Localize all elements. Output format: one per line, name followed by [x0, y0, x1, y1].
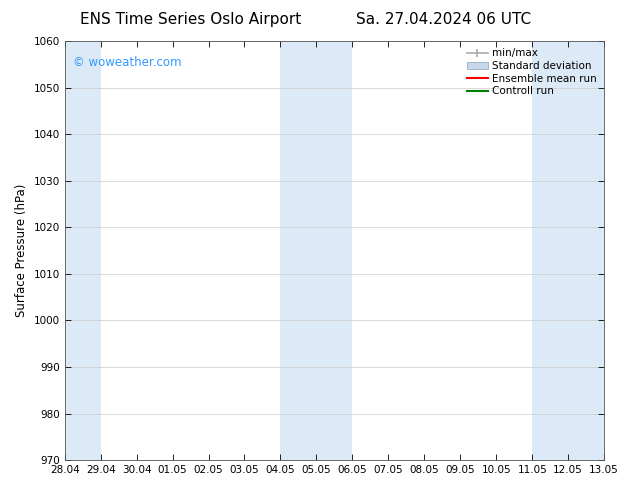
Text: Sa. 27.04.2024 06 UTC: Sa. 27.04.2024 06 UTC [356, 12, 531, 27]
Bar [65, 41, 101, 460]
Text: © woweather.com: © woweather.com [73, 56, 181, 69]
Bar [280, 41, 353, 460]
Legend: min/max, Standard deviation, Ensemble mean run, Controll run: min/max, Standard deviation, Ensemble me… [465, 46, 599, 98]
Text: ENS Time Series Oslo Airport: ENS Time Series Oslo Airport [80, 12, 301, 27]
Y-axis label: Surface Pressure (hPa): Surface Pressure (hPa) [15, 184, 28, 318]
Bar [532, 41, 604, 460]
